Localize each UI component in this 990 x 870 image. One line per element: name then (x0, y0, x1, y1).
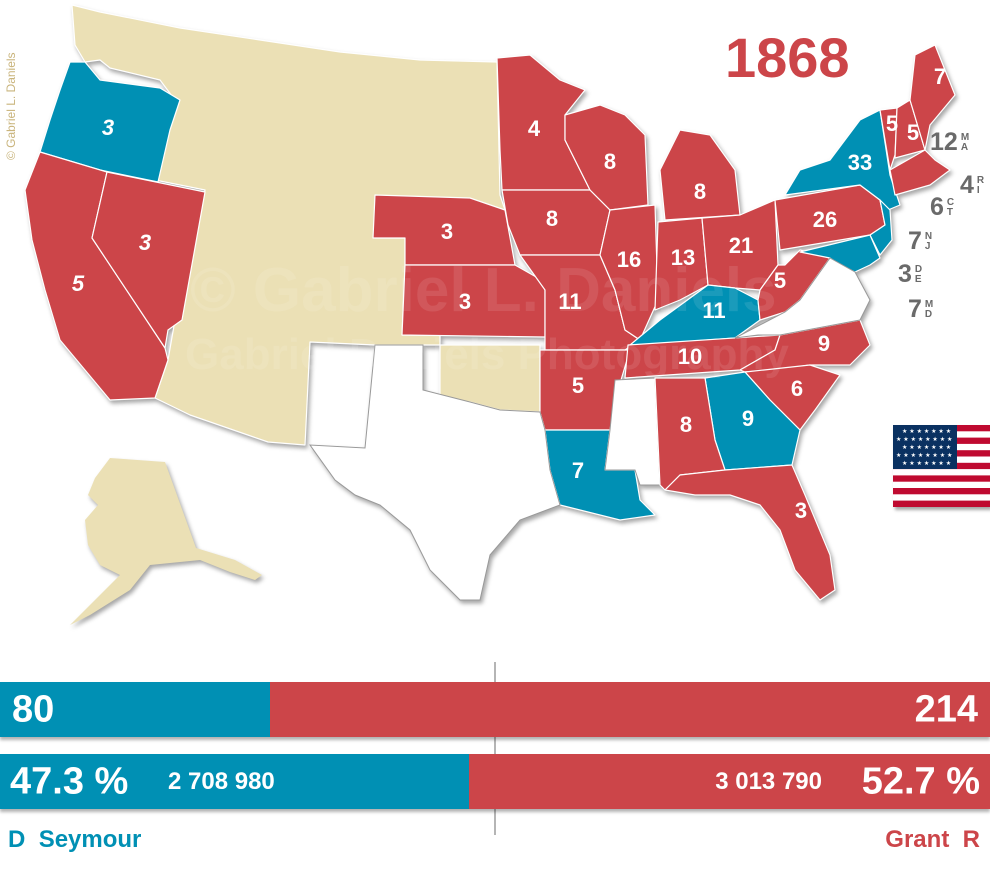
side-label-abbr: J (924, 240, 931, 252)
republican-candidate-label: Grant R (885, 826, 980, 854)
side-label-abbr: M (924, 298, 934, 310)
ev-label-illinois: 16 (616, 247, 642, 272)
ev-label-indiana: 13 (670, 245, 696, 270)
state-oregon (39, 61, 181, 183)
majority-midline (494, 662, 496, 835)
ev-label-vermont: 5 (885, 111, 899, 136)
side-label-abbr: A (960, 141, 969, 153)
ev-label-minnesota: 4 (527, 116, 541, 141)
side-label-abbr: D (924, 308, 933, 320)
side-label-abbr: I (976, 184, 980, 196)
svg-text:★ ★ ★ ★ ★ ★ ★: ★ ★ ★ ★ ★ ★ ★ (902, 428, 951, 435)
side-label-abbr: R (976, 174, 985, 186)
side-label-ev: 7 (908, 227, 922, 255)
democrat-popular-votes: 2 708 980 (168, 767, 275, 795)
side-label-abbr: N (924, 230, 933, 242)
side-label-ev: 6 (930, 193, 944, 221)
election-year-title: 1868 (725, 26, 850, 89)
state-new-jersey (869, 199, 893, 256)
state-michigan (659, 129, 741, 221)
democrat-candidate-label: D Seymour (8, 826, 141, 854)
svg-text:★ ★ ★ ★ ★ ★ ★ ★: ★ ★ ★ ★ ★ ★ ★ ★ (896, 436, 952, 443)
side-label-abbr: M (960, 131, 970, 143)
us-electoral-map (24, 4, 956, 625)
side-label-ev: 7 (908, 295, 922, 323)
state-nevada (91, 171, 206, 349)
ev-label-pennsylvania: 26 (812, 207, 838, 232)
ev-label-louisiana: 7 (571, 458, 585, 483)
electoral-bar-democrat (0, 682, 270, 737)
alaska (70, 458, 262, 625)
us-flag-icon: ★ ★ ★ ★ ★ ★ ★ ★ ★ ★ ★ ★ ★ ★ ★ ★ ★ ★ ★ ★ … (893, 425, 990, 507)
ev-label-kentucky: 11 (702, 298, 726, 323)
ev-label-ohio: 21 (728, 233, 754, 258)
republican-party-letter: R (962, 826, 980, 853)
ev-label-west-virginia: 5 (773, 268, 787, 293)
ev-label-georgia: 9 (741, 406, 755, 431)
democrat-popular-percent: 47.3 % (10, 760, 129, 802)
ev-label-tennessee: 10 (677, 344, 703, 369)
ev-label-california: 5 (71, 271, 85, 296)
ev-label-alabama: 8 (679, 412, 693, 437)
electoral-vote-bar: 80 214 (0, 682, 990, 737)
democrat-party-letter: D (8, 826, 26, 853)
popular-bar-republican (469, 754, 990, 809)
ev-label-florida: 3 (794, 498, 808, 523)
republican-popular-votes: 3 013 790 (715, 767, 822, 795)
ev-label-wisconsin: 8 (603, 149, 617, 174)
popular-bar-democrat (0, 754, 469, 809)
side-label-ev: 12 (930, 128, 958, 156)
svg-text:★ ★ ★ ★ ★ ★ ★: ★ ★ ★ ★ ★ ★ ★ (902, 444, 951, 451)
state-virginia (734, 257, 871, 339)
side-label-abbr: C (946, 196, 955, 208)
popular-vote-bar: 47.3 % 2 708 980 3 013 790 52.7 % (0, 754, 990, 809)
state-mississippi (604, 377, 661, 486)
state-indiana (654, 217, 709, 311)
ev-label-iowa: 8 (545, 206, 559, 231)
side-label-abbr: T (946, 206, 954, 218)
side-label-ev: 3 (898, 260, 912, 288)
ev-label-south-carolina: 6 (790, 376, 804, 401)
democrat-electoral-votes: 80 (12, 688, 55, 730)
ev-label-oregon: 3 (101, 115, 115, 140)
ev-label-arkansas: 5 (571, 373, 585, 398)
ev-label-nevada: 3 (138, 230, 152, 255)
state-wisconsin (564, 104, 649, 211)
side-label-abbr: D (914, 263, 923, 275)
svg-text:★ ★ ★ ★ ★ ★ ★: ★ ★ ★ ★ ★ ★ ★ (902, 460, 951, 467)
republican-popular-percent: 52.7 % (861, 760, 980, 802)
side-label-ev: 4 (960, 171, 974, 199)
ev-label-maine: 7 (933, 64, 947, 89)
ev-label-new-york: 33 (847, 150, 873, 175)
ev-label-north-carolina: 9 (817, 331, 831, 356)
state-southern-new-england (889, 149, 951, 196)
ev-label-missouri: 11 (558, 289, 582, 314)
ev-label-michigan: 8 (693, 179, 707, 204)
ev-label-new-hampshire: 5 (906, 120, 920, 145)
republican-electoral-votes: 214 (914, 688, 978, 730)
electoral-bar-republican (270, 682, 990, 737)
copyright-text: © Gabriel L. Daniels (4, 52, 18, 160)
democrat-candidate-name: Seymour (38, 826, 142, 853)
republican-candidate-name: Grant (885, 826, 950, 853)
ev-label-kansas: 3 (458, 289, 472, 314)
ev-label-nebraska: 3 (440, 219, 454, 244)
state-new-york (784, 109, 901, 211)
state-florida (664, 464, 836, 601)
side-label-abbr: E (914, 273, 922, 285)
svg-text:★ ★ ★ ★ ★ ★ ★ ★: ★ ★ ★ ★ ★ ★ ★ ★ (896, 452, 952, 459)
state-texas (308, 344, 561, 601)
state-kansas (401, 264, 546, 338)
state-illinois (599, 204, 659, 341)
